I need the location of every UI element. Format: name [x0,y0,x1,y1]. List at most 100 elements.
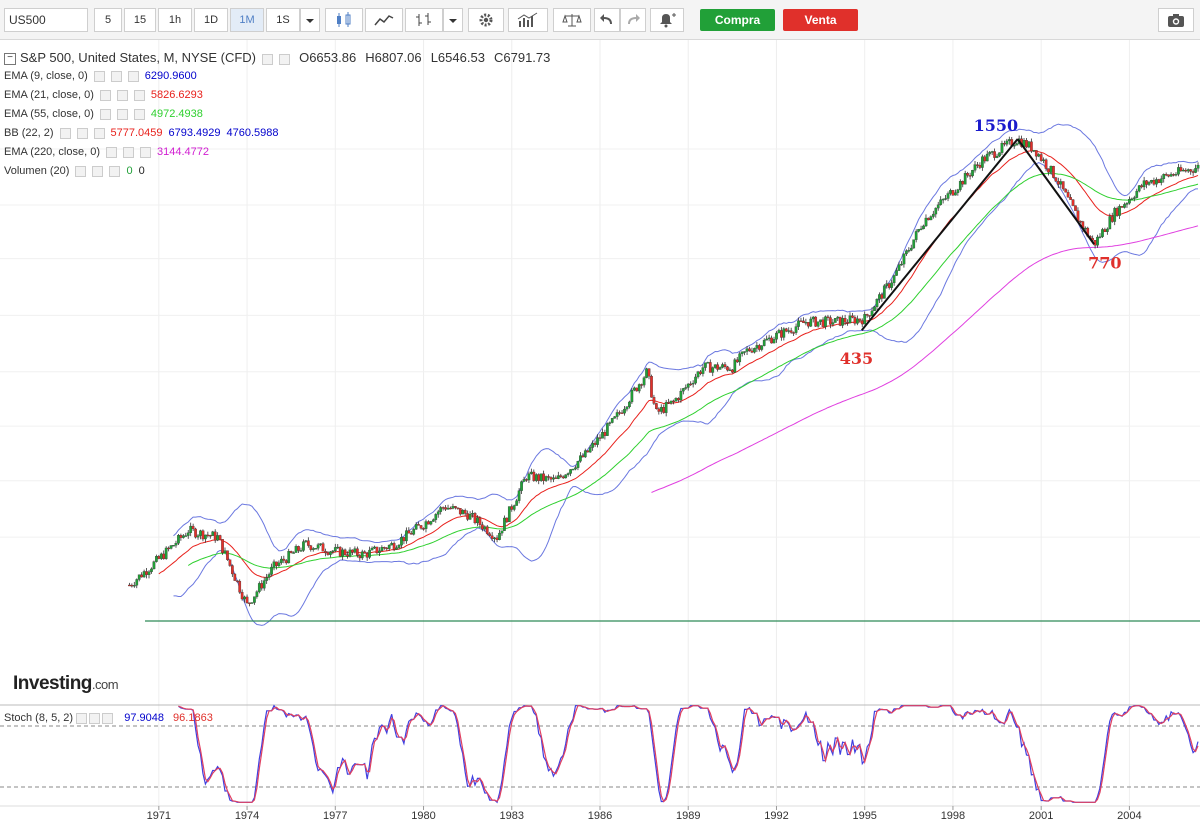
bar-type-button[interactable] [405,8,443,32]
collapse-icon[interactable]: − [4,53,16,66]
candle-body [954,192,957,196]
candles-button[interactable] [325,8,363,32]
indicator-name[interactable]: BB (22, 2) [4,127,54,139]
candle-body [723,364,727,367]
candle-body [561,476,565,479]
candle-body [1179,167,1183,172]
candle-body [424,521,428,529]
candle-body [664,402,668,413]
remove-indicator-icon[interactable] [109,165,121,177]
indicator-settings-icon[interactable] [106,146,117,158]
settings-button[interactable] [468,8,504,32]
close-small-icon[interactable] [102,712,114,724]
screenshot-button[interactable] [1158,8,1194,32]
candle-body [326,552,330,555]
alert-button[interactable] [650,8,684,32]
symbol-input[interactable]: US500 [4,8,88,32]
settings-small-icon[interactable] [262,53,274,65]
candle-body [142,571,146,578]
timeframe-dropdown-button[interactable] [300,8,320,32]
indicator-name[interactable]: EMA (55, close, 0) [4,108,94,120]
candle-body [130,584,134,587]
candle-body [191,525,195,530]
annotation-label: 435 [840,349,873,368]
timeframe-1m[interactable]: 1M [230,8,264,32]
buy-button[interactable]: Compra [700,9,775,31]
candle-body [1181,169,1185,172]
candle-body [743,351,746,353]
trend-line-up[interactable] [860,138,1019,331]
timeframe-15[interactable]: 15 [124,8,156,32]
indicator-settings-icon[interactable] [99,89,111,101]
timeframe-1h[interactable]: 1h [158,8,192,32]
candle-body [324,551,327,554]
candle-body [691,382,695,385]
remove-indicator-icon[interactable] [133,89,145,101]
chart-canvas[interactable]: 1971 1974 1977 1980 1983 1986 1989 1992 1995 1998… [0,40,1200,823]
candle-body [949,190,952,194]
compare-button[interactable] [553,8,591,32]
indicator-settings-icon[interactable] [123,146,134,158]
indicators-button[interactable] [508,8,548,32]
candles [128,135,1200,607]
candle-body [348,549,352,557]
candle-body [338,546,342,557]
indicator-name[interactable]: EMA (220, close, 0) [4,146,100,158]
indicator-name[interactable]: EMA (9, close, 0) [4,70,88,82]
indicator-value: 0 [138,165,145,177]
candle-body [623,408,626,414]
redo-button[interactable] [620,8,646,32]
remove-indicator-icon[interactable] [127,70,139,82]
timeframe-1s[interactable]: 1S [266,8,300,32]
trend-line-down[interactable] [1016,138,1095,245]
candle-body [1113,208,1117,222]
indicator-settings-icon[interactable] [93,70,105,82]
timeframe-5[interactable]: 5 [94,8,122,32]
candle-body [880,294,884,299]
indicator-settings-icon[interactable] [59,127,71,139]
indicator-settings-icon[interactable] [75,165,87,177]
candle-body [603,432,607,436]
candle-body [454,506,457,508]
indicator-settings-icon[interactable] [110,70,122,82]
candle-body [196,535,200,538]
sell-button[interactable]: Venta [783,9,858,31]
candle-body [777,330,781,334]
indicator-settings-icon[interactable] [116,108,128,120]
candle-body [863,314,867,325]
line-chart-button[interactable] [365,8,403,32]
candle-body [336,546,340,549]
indicator-settings-icon[interactable] [116,89,128,101]
remove-indicator-icon[interactable] [133,108,145,120]
indicator-name[interactable]: Volumen (20) [4,165,70,177]
remove-indicator-icon[interactable] [93,127,105,139]
settings-small-icon[interactable] [279,53,291,65]
candle-body [1196,164,1200,169]
candle-body [255,591,259,597]
candle-body [537,474,541,481]
candle-body [613,416,617,419]
chevron-down-icon [449,19,457,23]
candle-body [164,547,168,559]
settings-small-icon[interactable] [89,712,101,724]
timeframe-1d[interactable]: 1D [194,8,228,32]
x-tick-label: 1980 [411,810,435,822]
undo-button[interactable] [594,8,620,32]
candle-body [1066,192,1070,198]
settings-icon [479,13,493,27]
candle-body [233,573,237,581]
indicator-settings-icon[interactable] [99,108,111,120]
indicator-settings-icon[interactable] [92,165,104,177]
indicator-settings-icon[interactable] [76,127,88,139]
candle-body [346,554,349,557]
bar-type-dropdown-button[interactable] [443,8,463,32]
settings-small-icon[interactable] [76,712,88,724]
candle-body [716,364,719,370]
candle-body [147,571,151,575]
indicator-name[interactable]: EMA (21, close, 0) [4,89,94,101]
remove-indicator-icon[interactable] [140,146,151,158]
annotation-label: 1550 [974,116,1019,135]
candle-body [1083,227,1087,230]
candle-body [574,467,577,470]
candle-body [1194,168,1197,173]
